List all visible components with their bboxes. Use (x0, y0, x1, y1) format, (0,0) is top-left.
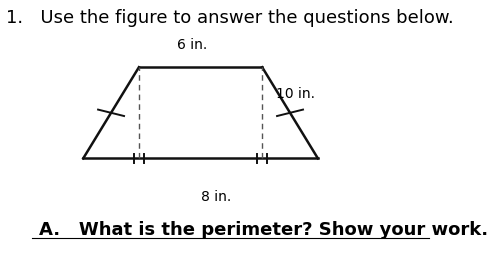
Text: A.   What is the perimeter? Show your work.: A. What is the perimeter? Show your work… (40, 221, 488, 239)
Text: 1.   Use the figure to answer the questions below.: 1. Use the figure to answer the question… (6, 9, 454, 27)
Text: 10 in.: 10 in. (276, 87, 315, 101)
Text: 6 in.: 6 in. (178, 38, 208, 52)
Text: 8 in.: 8 in. (202, 190, 232, 204)
